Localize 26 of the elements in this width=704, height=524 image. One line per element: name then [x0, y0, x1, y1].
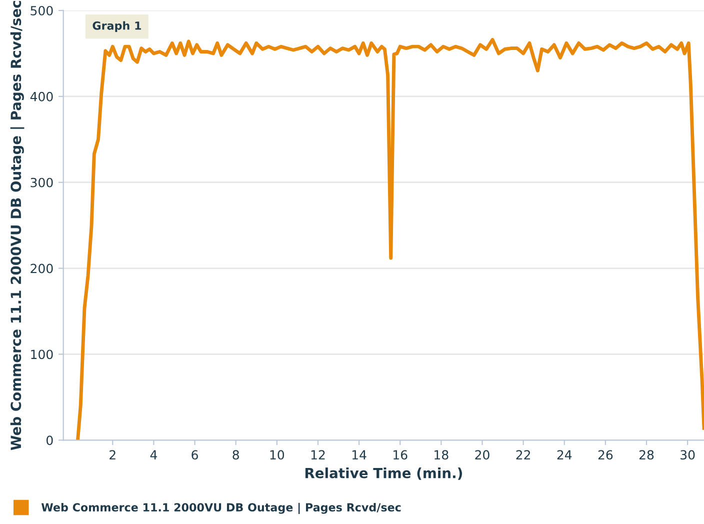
y-tick-label: 500: [30, 6, 53, 16]
y-axis-title: Web Commerce 11.1 2000VU DB Outage | Pages Rcvd/sec: [10, 1, 24, 450]
y-tick-label: 0: [46, 436, 53, 446]
x-tick-label: 10: [270, 450, 284, 460]
x-tick-label: 30: [680, 450, 695, 460]
y-tick-label: 400: [30, 92, 53, 102]
x-tick-label: 16: [394, 450, 408, 460]
line-series: [76, 38, 704, 440]
x-tick-label: 14: [352, 450, 366, 460]
x-tick-label: 18: [434, 450, 448, 460]
x-tick-label: 4: [150, 450, 157, 460]
x-tick-label: 8: [232, 450, 239, 460]
x-axis-title: Relative Time (min.): [305, 468, 462, 480]
y-tick-label: 100: [31, 350, 53, 360]
annotation: Graph 1: [92, 21, 141, 32]
legend-label: Web Commerce 11.1 2000VU DB Outage | Pages Rcvd/sec: [41, 502, 401, 514]
x-tick-label: 6: [192, 450, 198, 460]
x-tick-label: 24: [557, 450, 572, 460]
x-tick-label: 22: [516, 450, 530, 460]
x-tick-label: 20: [475, 450, 490, 460]
x-tick-label: 28: [639, 450, 654, 460]
x-tick-label: 26: [598, 450, 613, 460]
x-tick-label: 12: [311, 450, 325, 460]
x-tick-label: 2: [110, 450, 116, 460]
y-tick-label: 200: [30, 264, 53, 274]
y-tick-label: 300: [30, 178, 53, 188]
